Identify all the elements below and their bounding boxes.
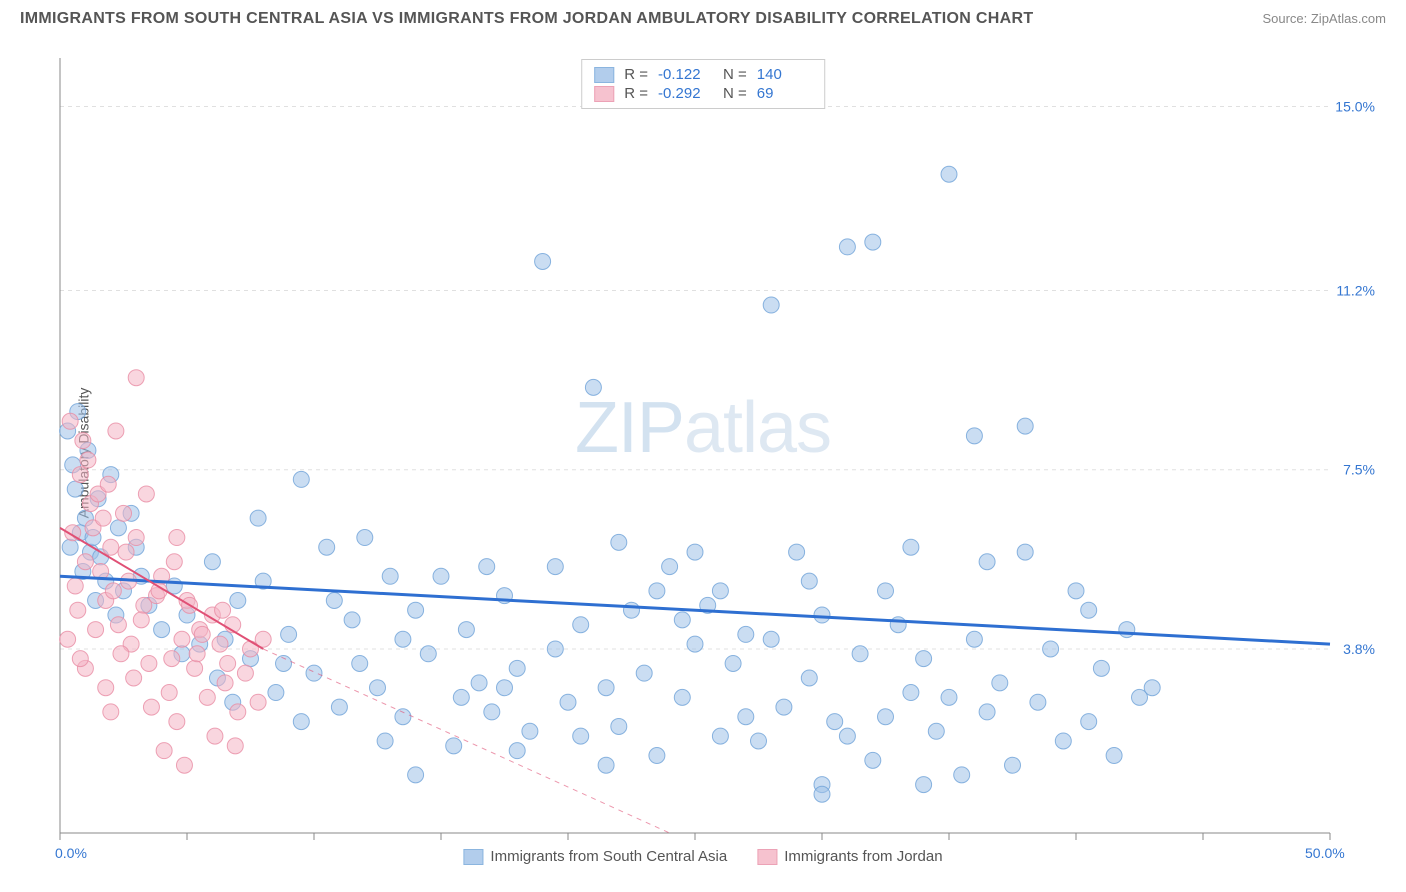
legend-item-1: Immigrants from Jordan: [757, 848, 942, 865]
stats-legend-box: R = -0.122 N = 140 R = -0.292 N = 69: [581, 59, 825, 109]
legend-swatch-1: [757, 849, 777, 865]
legend-label-1: Immigrants from Jordan: [784, 848, 942, 865]
legend-label-0: Immigrants from South Central Asia: [490, 848, 727, 865]
svg-text:3.8%: 3.8%: [1343, 641, 1375, 657]
svg-text:11.2%: 11.2%: [1336, 283, 1375, 299]
source-attribution: Source: ZipAtlas.com: [1262, 11, 1386, 26]
x-axis-label-max: 50.0%: [1305, 845, 1345, 861]
stats-r-label: R =: [624, 85, 648, 102]
bottom-legend: Immigrants from South Central Asia Immig…: [463, 848, 942, 865]
stats-n-label: N =: [723, 85, 747, 102]
stats-r-label: R =: [624, 66, 648, 83]
stats-n-value-0: 140: [757, 66, 812, 83]
stats-r-value-0: -0.122: [658, 66, 713, 83]
swatch-series-1: [594, 86, 614, 102]
source-prefix: Source:: [1262, 11, 1310, 26]
stats-r-value-1: -0.292: [658, 85, 713, 102]
stats-row-series-0: R = -0.122 N = 140: [594, 65, 812, 84]
chart-container: Ambulatory Disability 3.8%7.5%11.2%15.0%…: [10, 33, 1396, 873]
legend-swatch-0: [463, 849, 483, 865]
source-link[interactable]: ZipAtlas.com: [1311, 11, 1386, 26]
legend-item-0: Immigrants from South Central Asia: [463, 848, 727, 865]
swatch-series-0: [594, 67, 614, 83]
svg-text:15.0%: 15.0%: [1335, 98, 1375, 114]
stats-n-value-1: 69: [757, 85, 812, 102]
svg-text:7.5%: 7.5%: [1343, 462, 1375, 478]
scatter-chart: 3.8% 7.5% 11.2% 15.0%: [10, 33, 1396, 873]
chart-title: IMMIGRANTS FROM SOUTH CENTRAL ASIA VS IM…: [20, 10, 1033, 28]
x-axis-label-min: 0.0%: [55, 845, 87, 861]
stats-n-label: N =: [723, 66, 747, 83]
stats-row-series-1: R = -0.292 N = 69: [594, 84, 812, 103]
